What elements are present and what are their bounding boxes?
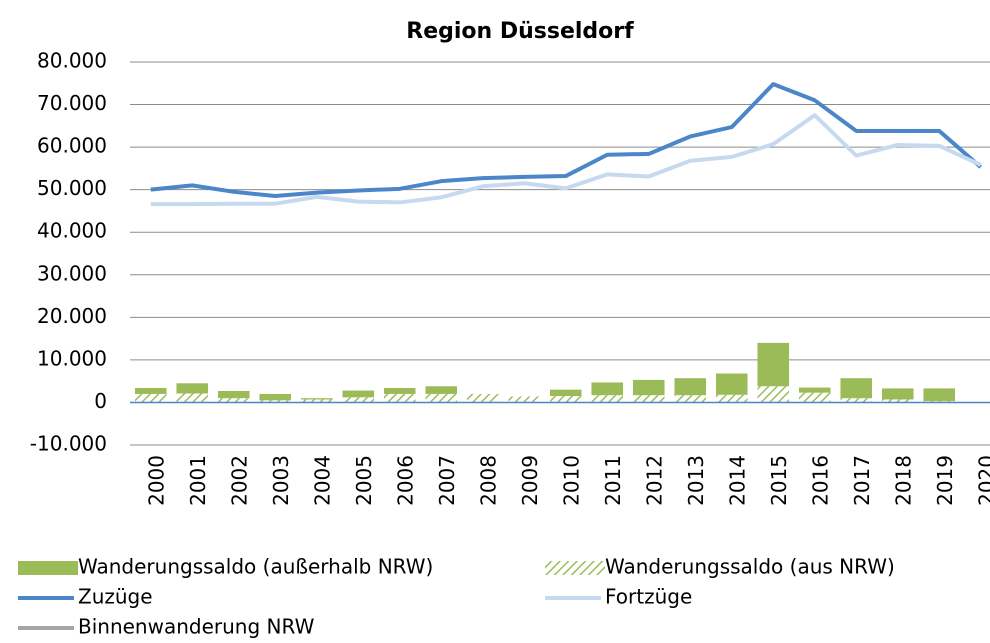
x-tick-label: 2008 — [476, 455, 500, 506]
bar-segment — [757, 342, 790, 387]
x-tick-label: 2012 — [642, 455, 666, 506]
bar-segment — [217, 398, 250, 403]
bar-segment — [549, 389, 582, 397]
y-tick-label: 40.000 — [37, 219, 107, 243]
bar-segment — [300, 398, 333, 400]
y-tick-label: -10.000 — [30, 432, 107, 456]
legend-swatch — [18, 561, 78, 575]
y-tick-label: 80.000 — [37, 49, 107, 73]
x-tick-label: 2015 — [767, 455, 791, 506]
bar-segment — [632, 395, 665, 403]
legend-label: Fortzüge — [605, 585, 692, 609]
x-tick-label: 2013 — [684, 455, 708, 506]
x-tick-label: 2005 — [352, 455, 376, 506]
bar-segment — [342, 397, 375, 403]
x-tick-label: 2000 — [144, 455, 168, 506]
legend-label: Wanderungssaldo (aus NRW) — [605, 555, 895, 579]
bar-segment — [134, 387, 167, 394]
bar-segment — [176, 393, 209, 403]
bar-segment — [508, 396, 541, 403]
x-tick-label: 2018 — [891, 455, 915, 506]
bar-segment — [881, 399, 914, 403]
legend-label: Wanderungssaldo (außerhalb NRW) — [78, 555, 433, 579]
bar-segment — [674, 378, 707, 396]
bar-segment — [798, 387, 831, 393]
bar-segment — [466, 393, 499, 403]
bar-segment — [923, 388, 956, 402]
y-tick-label: 20.000 — [37, 304, 107, 328]
bar-segment — [259, 393, 292, 401]
x-tick-label: 2011 — [601, 455, 625, 506]
legend-swatch — [545, 561, 605, 575]
bar-segment — [798, 392, 831, 403]
bar-segment — [632, 379, 665, 396]
y-tick-label: 50.000 — [37, 176, 107, 200]
bar-segment — [591, 382, 624, 396]
bar-segment — [881, 388, 914, 400]
legend-label: Binnenwanderung NRW — [78, 615, 315, 639]
bar-segment — [674, 395, 707, 403]
bar-segment — [549, 396, 582, 403]
x-tick-label: 2004 — [310, 455, 334, 506]
bar-segment — [259, 400, 292, 403]
bar-segment — [383, 393, 416, 403]
x-tick-label: 2009 — [518, 455, 542, 506]
chart-title: Region Düsseldorf — [406, 19, 634, 44]
bar-segment — [425, 386, 458, 394]
bar-segment — [134, 393, 167, 403]
bar-segment — [840, 398, 873, 403]
y-tick-label: 70.000 — [37, 91, 107, 115]
x-tick-label: 2006 — [393, 455, 417, 506]
x-tick-label: 2001 — [186, 455, 210, 506]
bar-segment — [591, 395, 624, 403]
y-tick-label: 0 — [94, 389, 107, 413]
bar-segment — [176, 383, 209, 394]
bar-segment — [383, 387, 416, 394]
bar-segment — [300, 399, 333, 403]
bar-segment — [425, 393, 458, 403]
legend-label: Zuzüge — [78, 585, 153, 609]
bar-segment — [840, 378, 873, 399]
x-tick-label: 2010 — [559, 455, 583, 506]
x-tick-label: 2007 — [435, 455, 459, 506]
y-tick-label: 60.000 — [37, 134, 107, 158]
y-tick-label: 10.000 — [37, 346, 107, 370]
bar-segment — [342, 390, 375, 398]
line-series — [150, 113, 982, 207]
x-tick-label: 2020 — [974, 455, 990, 506]
x-tick-label: 2002 — [227, 455, 251, 506]
x-tick-label: 2017 — [850, 455, 874, 506]
x-tick-label: 2014 — [725, 455, 749, 506]
line-series — [150, 82, 983, 199]
bar-segment — [715, 373, 748, 395]
bar-segment — [757, 386, 790, 403]
x-tick-label: 2016 — [808, 455, 832, 506]
x-tick-label: 2003 — [269, 455, 293, 506]
bar-segment — [217, 390, 250, 399]
y-tick-label: 30.000 — [37, 261, 107, 285]
x-tick-label: 2019 — [933, 455, 957, 506]
bar-segment — [715, 394, 748, 403]
